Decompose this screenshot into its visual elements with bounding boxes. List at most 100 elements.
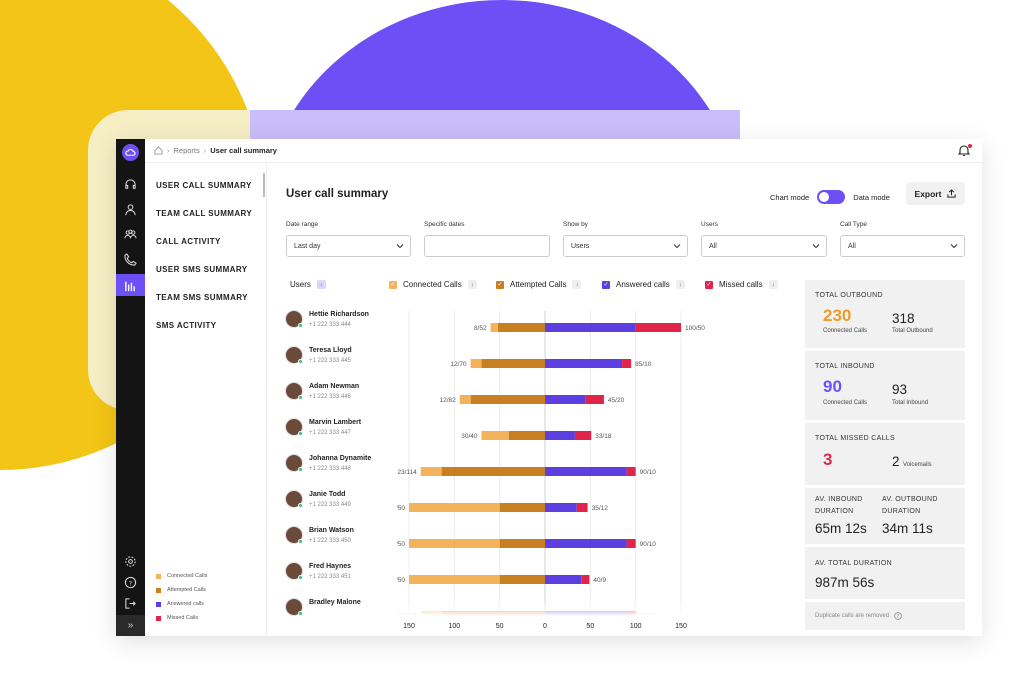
call-type-select[interactable]: All [840,235,965,257]
status-dot [298,431,303,436]
sort-down-icon[interactable]: ↓ [572,280,582,289]
reports-nav-active[interactable] [116,274,145,296]
notification-dot [968,144,972,148]
user-phone: +1 222 333 450 [309,538,351,544]
user-row[interactable]: Marvin Lambert +1 222 333 447 [285,416,405,440]
user-row[interactable]: Johanna Dynamite +1 222 333 448 [285,452,405,476]
team-icon[interactable] [123,227,138,242]
breadcrumb: › Reports › User call summary [145,139,982,163]
reports-icon[interactable] [123,278,138,293]
legend-item: Answered calls [156,601,204,607]
users-select[interactable]: All [701,235,827,257]
icon-rail: ? » [116,139,145,636]
phone-icon[interactable] [123,252,138,267]
headset-icon[interactable] [123,177,138,192]
user-row[interactable]: Fred Haynes +1 222 333 451 [285,560,405,584]
data-label-outbound: 100/50 [397,577,405,584]
checkbox-checked-icon[interactable]: ✓ [705,280,713,289]
mode-toggle[interactable] [817,190,846,204]
user-row[interactable]: Bradley Malone [285,596,405,620]
user-row[interactable]: Teresa Lloyd +1 222 333 445 [285,344,405,368]
cloud-logo-icon[interactable] [122,144,139,161]
subnav-user-call-summary[interactable]: USER CALL SUMMARY [156,181,252,190]
series-toggle-missed[interactable]: ✓ Missed calls ↓ [705,280,778,289]
bar-missed [626,467,636,476]
app-window: ? » › Reports › User call summary USER C [116,139,982,636]
info-icon[interactable]: ? [894,612,902,620]
settings-icon[interactable] [123,554,138,569]
logout-icon[interactable] [123,596,138,611]
chevron-down-icon [396,244,404,249]
bar-answered [545,575,582,584]
users-column-header[interactable]: Users ↓ [290,280,326,289]
expand-sidebar-icon[interactable]: » [116,615,145,636]
missed-title: TOTAL MISSED CALLS [815,435,895,442]
breadcrumb-reports[interactable]: Reports [173,146,200,155]
data-label-inbound: 100/50 [685,325,705,332]
date-range-select[interactable]: Last day [286,235,411,257]
checkbox-checked-icon[interactable]: ✓ [602,280,610,289]
status-dot [298,611,303,616]
sort-down-icon[interactable]: ↓ [675,280,685,289]
bar-answered [545,503,577,512]
notification-bell-icon[interactable] [957,144,972,158]
subnav-user-sms-summary[interactable]: USER SMS SUMMARY [156,265,248,274]
inbound-total-label: Total Inbound [892,400,929,406]
total-duration-value: 987m 56s [815,575,875,590]
mode-toggle-group: Chart mode Data mode [770,190,890,204]
series-toggle-answered[interactable]: ✓ Answered calls ↓ [602,280,685,289]
sort-down-icon[interactable]: ↓ [316,280,326,289]
show-by-select[interactable]: Users [563,235,688,257]
series-label: Missed calls [719,280,763,289]
data-mode-label[interactable]: Data mode [853,192,890,202]
x-tick-label: 50 [586,623,595,630]
checkbox-checked-icon[interactable]: ✓ [389,280,397,289]
inbound-title: TOTAL INBOUND [815,363,875,370]
missed-card: TOTAL MISSED CALLS 3 2 Voicemails [805,423,965,485]
call-type-label: Call Type [840,221,867,228]
legend-label: Answered calls [167,601,204,607]
series-label: Answered calls [616,280,670,289]
outbound-total-value: 318 [892,311,915,326]
subnav-team-call-summary[interactable]: TEAM CALL SUMMARY [156,209,253,218]
main-content: User call summary Chart mode Data mode E… [267,163,982,636]
user-row[interactable]: Janie Todd +1 222 333 449 [285,488,405,512]
home-icon[interactable] [154,146,163,155]
bar-answered [545,539,627,548]
inbound-connected-value: 90 [823,377,842,396]
specific-dates-input[interactable] [424,235,550,257]
user-row[interactable]: Adam Newman +1 222 333 446 [285,380,405,404]
page-title: User call summary [286,188,389,200]
bar-attempted [441,467,545,476]
user-name: Bradley Malone [309,599,361,606]
x-tick-label: 150 [675,623,687,630]
legend-item: Attempted Calls [156,587,206,593]
bar-connected [459,395,471,404]
sort-down-icon[interactable]: ↓ [768,280,778,289]
subnav-team-sms-summary[interactable]: TEAM SMS SUMMARY [156,293,248,302]
help-icon[interactable]: ? [123,575,138,590]
subnav-call-activity[interactable]: CALL ACTIVITY [156,237,221,246]
user-icon[interactable] [123,202,138,217]
user-row[interactable]: Hettie Richardson +1 222 333 444 [285,308,405,332]
checkbox-checked-icon[interactable]: ✓ [496,280,504,289]
scroll-indicator[interactable] [263,173,265,197]
series-toggle-attempted[interactable]: ✓ Attempted Calls ↓ [496,280,582,289]
data-label-inbound: 90/10 [640,541,657,548]
subnav-sms-activity[interactable]: SMS ACTIVITY [156,321,217,330]
bar-missed [622,359,632,368]
outbound-card: TOTAL OUTBOUND 230 Connected Calls 318 T… [805,280,965,348]
series-toggle-connected[interactable]: ✓ Connected Calls ↓ [389,280,477,289]
inbound-card: TOTAL INBOUND 90 Connected Calls 93 Tota… [805,351,965,420]
chart-mode-label[interactable]: Chart mode [770,192,810,202]
data-label-inbound: 35/12 [592,505,609,512]
export-button[interactable]: Export [906,182,965,205]
status-dot [298,575,303,580]
call-summary-chart: 8/52 100/50 12/70 85/10 12/82 45/20 30/40 33/18… [397,311,777,616]
bar-attempted [470,395,545,404]
inbound-duration-label-2: DURATION [815,508,854,515]
bar-connected [490,323,498,332]
sort-down-icon[interactable]: ↓ [467,280,477,289]
user-row[interactable]: Brian Watson +1 222 333 450 [285,524,405,548]
